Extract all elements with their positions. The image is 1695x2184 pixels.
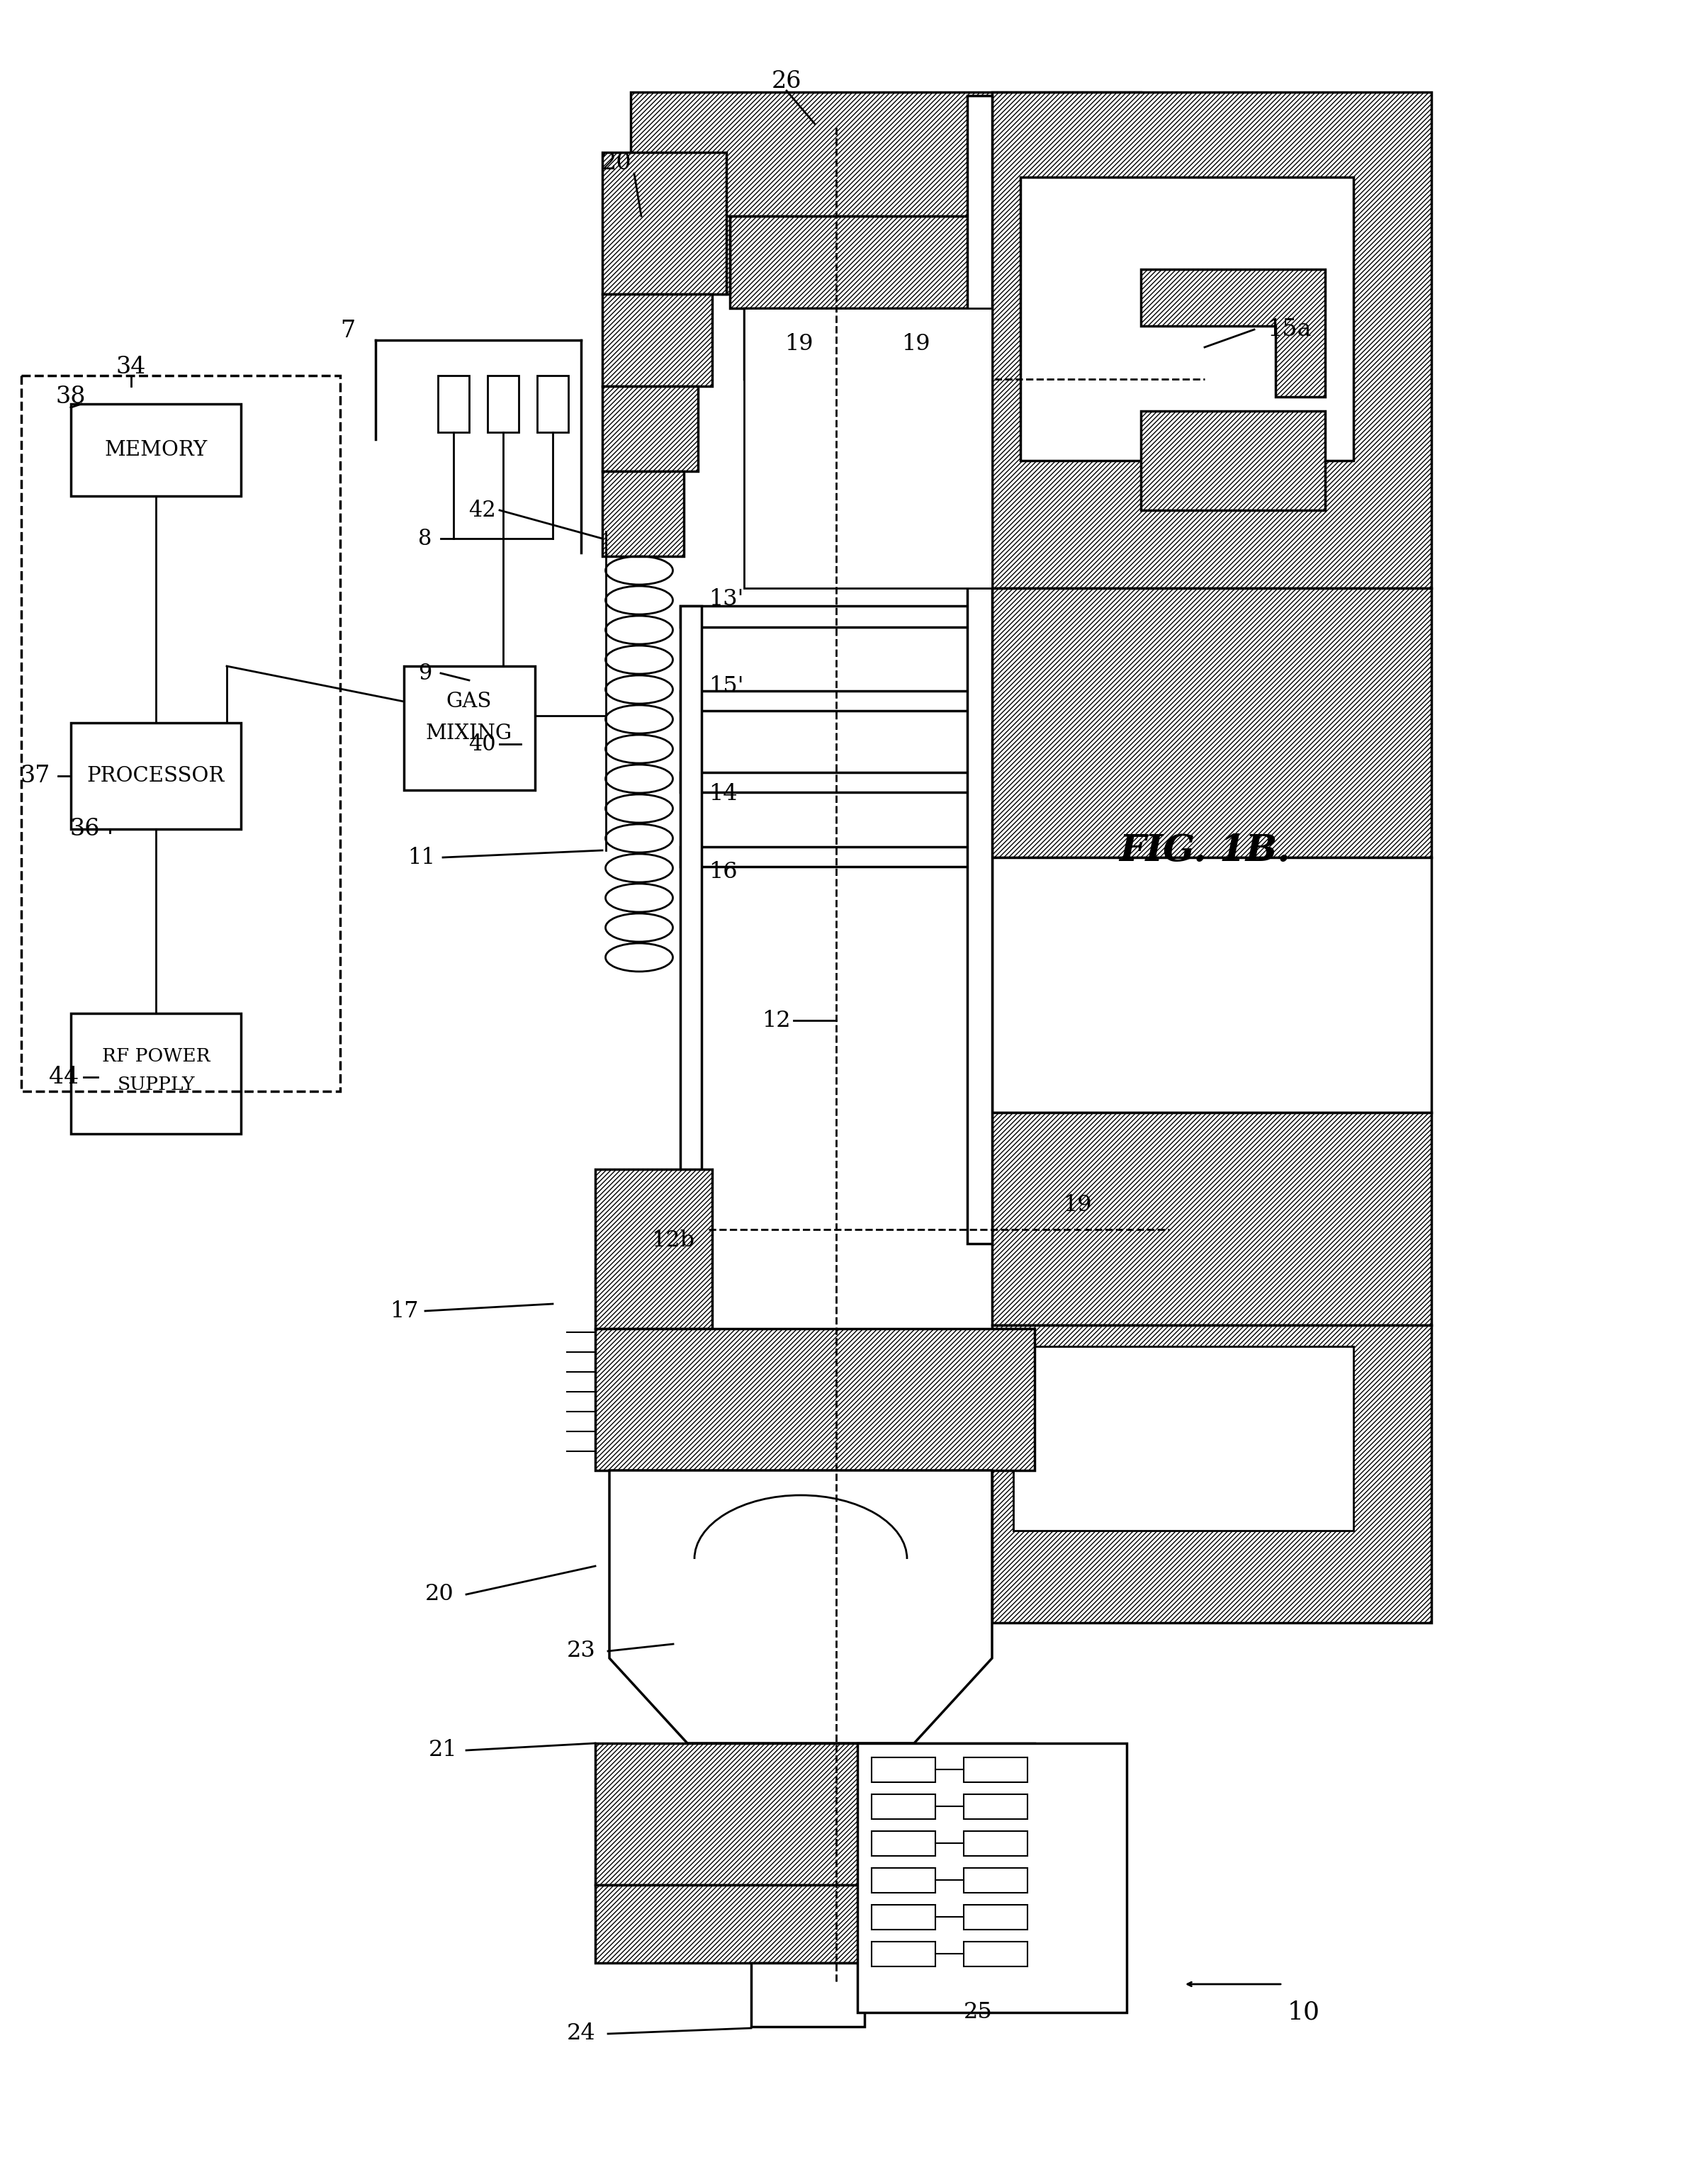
Bar [595,1885,1034,1963]
Text: 16: 16 [709,860,737,882]
Text: 40: 40 [468,734,495,756]
Bar [871,1795,936,1819]
Bar [871,1942,936,1966]
Bar [631,92,1141,216]
Bar [71,723,241,830]
Text: 25: 25 [963,2001,992,2025]
Bar [680,847,988,867]
Text: 19: 19 [785,332,814,354]
Text: 13': 13' [709,587,744,609]
Bar [71,1013,241,1133]
Bar [744,308,992,587]
Text: 42: 42 [468,500,495,522]
Bar [751,1963,864,2027]
Text: 17: 17 [390,1299,419,1321]
Bar [992,858,1431,1112]
Text: 12b: 12b [651,1230,695,1251]
Bar [964,1904,1027,1931]
Text: PROCESSOR: PROCESSOR [86,767,225,786]
Text: 15': 15' [709,675,744,697]
Text: 8: 8 [419,529,432,550]
Polygon shape [1141,269,1325,397]
Bar [1020,177,1353,461]
Bar [871,1904,936,1931]
Bar [437,376,470,432]
Bar [861,308,971,380]
Text: 44: 44 [49,1066,78,1088]
Bar [22,376,341,1092]
Bar [602,387,698,472]
Text: SUPPLY: SUPPLY [117,1075,195,1092]
Bar [595,1743,1034,1885]
Text: 20: 20 [425,1583,454,1605]
Text: 19: 19 [902,332,931,354]
Text: 10: 10 [1288,2001,1320,2025]
Text: 12: 12 [761,1009,790,1031]
Text: 11: 11 [408,847,436,869]
Text: 14: 14 [709,782,737,804]
Bar [403,666,536,791]
Bar [858,1743,1127,2011]
Bar [602,295,712,387]
Bar [992,587,1431,858]
Bar [871,1830,936,1856]
Text: 23: 23 [566,1640,595,1662]
Text: 21: 21 [429,1738,458,1760]
Text: 15a: 15a [1268,319,1312,341]
Text: 20: 20 [602,151,632,175]
Bar [871,1758,936,1782]
Bar [595,1168,712,1328]
Polygon shape [1141,411,1325,511]
Text: 19: 19 [1063,1195,1092,1216]
Bar [964,1830,1027,1856]
Bar [602,472,683,557]
Text: 34: 34 [115,356,146,378]
Text: 9: 9 [419,662,432,684]
Text: 36: 36 [69,817,100,841]
Bar [992,1326,1431,1623]
Bar [731,216,1141,308]
Text: 38: 38 [56,387,86,408]
Bar [680,690,988,710]
Polygon shape [610,1470,992,1743]
Bar [964,1867,1027,1894]
Text: 24: 24 [566,2022,595,2044]
Bar [631,216,731,295]
Bar [680,605,988,627]
Bar [488,376,519,432]
Bar [1014,1345,1353,1531]
Bar [871,1867,936,1894]
Bar [964,1942,1027,1966]
Bar [992,1112,1431,1326]
Bar [537,376,568,432]
Text: GAS: GAS [446,692,492,712]
Bar [964,1795,1027,1819]
Bar [680,605,702,1243]
Bar [968,96,992,1243]
Bar [595,1328,1034,1470]
Text: FIG. 1B.: FIG. 1B. [1119,832,1290,869]
Bar [964,1758,1027,1782]
Bar [680,773,988,793]
Text: MIXING: MIXING [425,723,512,743]
Text: 26: 26 [771,70,802,94]
Bar [602,153,727,295]
Text: 37: 37 [20,764,51,786]
Text: RF POWER: RF POWER [102,1046,210,1066]
Bar [992,92,1431,587]
Text: 7: 7 [341,319,356,343]
Bar [71,404,241,496]
Text: MEMORY: MEMORY [105,439,207,461]
Bar [744,308,854,380]
